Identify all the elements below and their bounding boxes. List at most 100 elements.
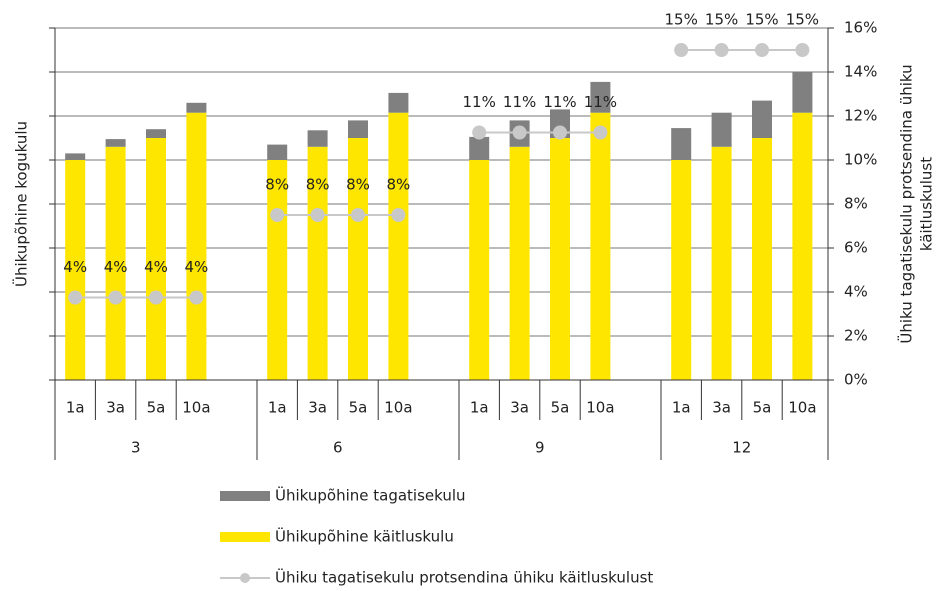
bar [550, 138, 570, 380]
group-label: 6 [333, 439, 343, 457]
bar [509, 146, 530, 380]
bar [792, 112, 813, 380]
point [351, 208, 365, 222]
bar [307, 130, 328, 147]
y2-tick-label: 14% [844, 63, 877, 81]
x-tick-label: 3a [308, 399, 327, 417]
bar [792, 72, 813, 113]
bar [186, 102, 207, 113]
bar [752, 138, 772, 380]
bar [590, 112, 611, 380]
y2-tick-label: 4% [844, 283, 868, 301]
bar [671, 160, 692, 380]
bar [65, 160, 86, 380]
y2-tick-label: 12% [844, 107, 877, 125]
bar [469, 136, 490, 160]
data-label: 15% [745, 11, 778, 29]
bar [105, 139, 126, 147]
legend-swatch [220, 532, 270, 542]
bar [388, 112, 409, 380]
x-tick-label: 3a [510, 399, 529, 417]
data-label: 8% [306, 176, 330, 194]
bar [348, 138, 368, 380]
x-tick-label: 1a [66, 399, 85, 417]
point [593, 125, 608, 140]
y2-tick-label: 10% [844, 151, 877, 169]
x-tick-label: 10a [182, 399, 210, 417]
legend-label: Ühikupõhine käitluskulu [275, 527, 454, 546]
y-axis-label: Ühikupõhine kogukulu [12, 121, 31, 287]
point [68, 290, 83, 305]
data-label: 4% [144, 258, 168, 276]
data-label: 8% [387, 176, 411, 194]
x-tick-label: 10a [384, 399, 412, 417]
y2-axis-label: Ühiku tagatisekulu protsendina ühiku [897, 64, 916, 343]
bar [711, 146, 732, 380]
data-label: 4% [63, 258, 87, 276]
point [795, 43, 810, 57]
bar [186, 112, 207, 380]
bar [711, 112, 732, 147]
group-label: 3 [131, 439, 141, 457]
point [512, 125, 527, 140]
data-label: 11% [584, 93, 617, 111]
x-tick-label: 5a [753, 399, 772, 417]
y2-tick-label: 8% [844, 195, 868, 213]
y2-tick-label: 6% [844, 239, 868, 257]
bar [348, 120, 368, 138]
bar [146, 129, 166, 138]
group-label: 9 [535, 439, 545, 457]
group-label: 12 [732, 439, 751, 457]
point [149, 290, 163, 305]
y2-tick-label: 2% [844, 327, 868, 345]
bar [105, 146, 126, 380]
data-label: 15% [786, 11, 819, 29]
bar [146, 138, 166, 380]
data-label: 11% [503, 93, 536, 111]
x-tick-label: 5a [551, 399, 570, 417]
y2-tick-label: 0% [844, 371, 868, 389]
bar [267, 144, 288, 160]
data-label: 15% [665, 11, 698, 29]
bar [590, 81, 611, 113]
data-label: 4% [104, 258, 128, 276]
legend-label: Ühikupõhine tagatisekulu [275, 486, 466, 505]
data-label: 4% [185, 258, 209, 276]
x-tick-label: 5a [147, 399, 166, 417]
data-label: 8% [265, 176, 289, 194]
x-tick-label: 3a [106, 399, 125, 417]
x-tick-label: 10a [586, 399, 614, 417]
data-label: 8% [346, 176, 370, 194]
y2-tick-label: 16% [844, 19, 877, 37]
bar [307, 146, 328, 380]
point [472, 125, 487, 140]
point [755, 43, 769, 57]
bar [65, 153, 86, 160]
point [714, 43, 729, 57]
data-label: 15% [705, 11, 738, 29]
data-label: 11% [463, 93, 496, 111]
x-tick-label: 1a [470, 399, 489, 417]
bar [388, 92, 409, 113]
data-label: 11% [543, 93, 576, 111]
point [674, 43, 689, 57]
point [270, 208, 285, 222]
point [108, 290, 123, 305]
x-tick-label: 1a [672, 399, 691, 417]
bar [752, 100, 772, 138]
point [310, 208, 325, 222]
point [189, 290, 204, 305]
x-tick-label: 5a [349, 399, 368, 417]
point [553, 125, 567, 140]
legend-label: Ühiku tagatisekulu protsendina ühiku käi… [275, 568, 653, 587]
x-tick-label: 10a [788, 399, 816, 417]
point [391, 208, 406, 222]
x-tick-label: 3a [712, 399, 731, 417]
legend-swatch [220, 491, 270, 501]
x-tick-label: 1a [268, 399, 287, 417]
legend-swatch [240, 573, 250, 583]
y2-axis-label: käitluskulust [918, 157, 936, 251]
bar [469, 160, 490, 380]
bar [671, 128, 692, 160]
